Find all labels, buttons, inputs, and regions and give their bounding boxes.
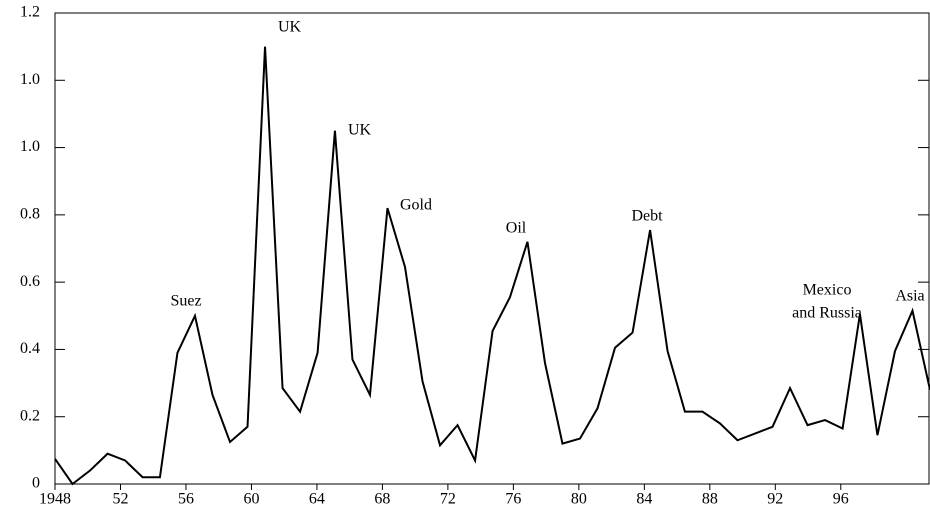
- annotation: UK: [348, 122, 372, 139]
- x-tick-label: 68: [374, 491, 390, 508]
- x-tick-label: 72: [440, 491, 456, 508]
- y-tick-label: 1.2: [20, 4, 40, 21]
- annotation: Gold: [400, 197, 432, 214]
- annotation: Suez: [170, 293, 201, 310]
- y-tick-label: 0: [32, 475, 40, 492]
- x-tick-label: 56: [178, 491, 194, 508]
- x-tick-label: 92: [767, 491, 783, 508]
- plot-frame: [54, 12, 930, 485]
- x-tick-label: 52: [112, 491, 128, 508]
- annotation: Mexico: [803, 282, 852, 299]
- annotation: Oil: [506, 220, 527, 237]
- x-tick-label: 64: [309, 491, 325, 508]
- data-line: [54, 46, 930, 486]
- y-tick-label: 0.2: [20, 407, 40, 424]
- y-tick-label: 0.4: [20, 340, 40, 357]
- annotation: and Russia: [792, 305, 862, 322]
- x-tick-label: 84: [636, 491, 652, 508]
- y-tick-label: 0.6: [20, 273, 40, 290]
- annotation: UK: [278, 19, 302, 36]
- y-tick-label: 1.0: [20, 71, 40, 88]
- annotation: Debt: [631, 208, 663, 225]
- x-tick-label: 60: [243, 491, 259, 508]
- y-tick-label: 1.0: [20, 138, 40, 155]
- x-tick-label: 76: [505, 491, 521, 508]
- x-tick-label: 80: [571, 491, 587, 508]
- x-tick-label: 1948: [39, 491, 71, 508]
- annotation: Asia: [895, 288, 924, 305]
- y-tick-label: 0.8: [20, 206, 40, 223]
- x-tick-label: 88: [702, 491, 718, 508]
- x-tick-label: 96: [833, 491, 849, 508]
